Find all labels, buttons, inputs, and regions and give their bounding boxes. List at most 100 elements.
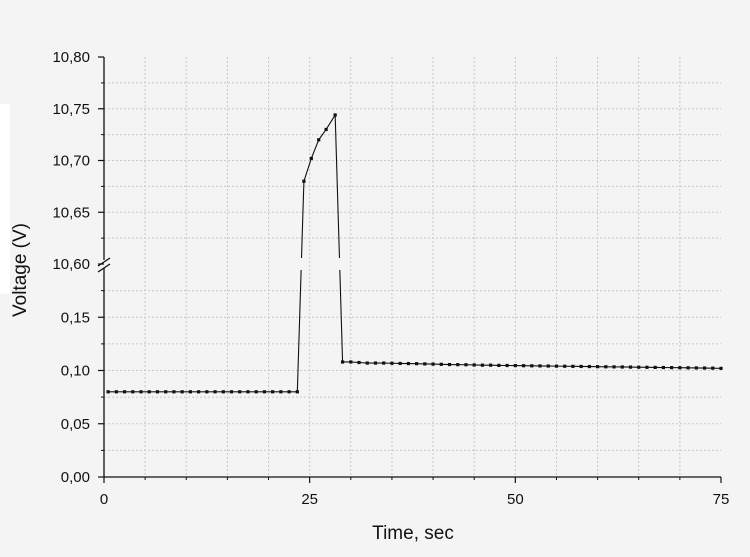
data-point (538, 364, 542, 368)
data-point (406, 361, 410, 366)
data-point (147, 390, 151, 394)
y-tick-label: 0,05 (61, 416, 90, 433)
data-point (661, 365, 666, 370)
axis-break-mark (97, 263, 111, 273)
data-point (678, 366, 682, 370)
data-point (365, 361, 369, 365)
data-point (620, 365, 624, 369)
data-point (271, 390, 275, 394)
data-point (546, 364, 550, 368)
data-point (587, 364, 591, 369)
data-point (340, 360, 345, 364)
data-point (497, 363, 501, 367)
data-point (554, 364, 559, 368)
data-point (317, 138, 321, 142)
y-tick-label: 0,00 (61, 469, 90, 486)
y-tick-label: 10,75 (52, 101, 90, 118)
data-point (563, 364, 567, 368)
data-point (205, 390, 209, 394)
data-point (513, 364, 517, 368)
data-point (686, 366, 690, 370)
data-point (164, 390, 168, 394)
data-point (456, 363, 460, 367)
y-tick-label: 10,65 (52, 204, 90, 221)
left-white-patch (0, 104, 10, 294)
data-point (612, 365, 616, 369)
data-point (155, 390, 160, 394)
data-point (423, 362, 427, 366)
data-point (287, 390, 291, 394)
data-point (279, 390, 283, 394)
data-point (131, 390, 135, 394)
axis-break-mark (97, 257, 111, 267)
y-axis-title: Voltage (V) (10, 223, 31, 317)
x-tick-label: 50 (507, 491, 524, 508)
data-point (349, 360, 353, 364)
data-point (530, 364, 534, 368)
x-axis-title: Time, sec (372, 523, 454, 544)
tick-marks (98, 56, 722, 483)
data-point (390, 361, 394, 365)
data-point (596, 365, 600, 369)
data-point (439, 362, 443, 366)
y-tick-label: 0,15 (61, 309, 90, 326)
data-point (302, 179, 306, 183)
data-point (489, 363, 493, 367)
data-point (122, 390, 127, 394)
data-point (694, 366, 698, 370)
data-point (213, 390, 217, 394)
y-tick-label: 0,10 (61, 363, 90, 380)
data-point (653, 365, 657, 370)
data-point (357, 360, 361, 365)
grid-lines (104, 57, 721, 477)
data-point (139, 390, 143, 394)
data-point (180, 390, 184, 394)
data-point (637, 365, 641, 369)
data-point (431, 362, 435, 366)
data-point (333, 113, 337, 117)
x-tick-label: 75 (713, 491, 730, 508)
y-tick-label: 10,60 (52, 256, 90, 273)
data-point (571, 364, 575, 368)
data-point (521, 364, 526, 368)
data-point (106, 390, 110, 394)
data-point (505, 363, 509, 368)
data-point (604, 365, 608, 369)
data-point (295, 390, 299, 394)
data-point (645, 365, 649, 369)
data-point (398, 361, 402, 366)
data-point (472, 363, 476, 367)
y-tick-label: 10,70 (52, 153, 90, 170)
data-point (480, 363, 485, 367)
data-point (229, 390, 234, 394)
data-point (114, 390, 118, 394)
data-point (246, 390, 250, 394)
data-point (415, 362, 419, 366)
data-point (382, 361, 386, 365)
data-point (628, 365, 633, 369)
data-point (238, 390, 242, 394)
data-point (670, 366, 674, 370)
data-point (221, 390, 225, 394)
data-point (719, 366, 723, 370)
data-point (254, 390, 258, 394)
x-tick-label: 25 (301, 491, 318, 508)
data-point (262, 390, 267, 394)
x-tick-label: 0 (100, 491, 108, 508)
axes (97, 57, 721, 478)
data-point (373, 361, 378, 365)
data-point (579, 364, 583, 369)
data-point (711, 366, 715, 370)
data-point (309, 156, 313, 161)
data-point (464, 363, 468, 367)
data-point (172, 390, 176, 394)
y-tick-label: 10,80 (52, 49, 90, 66)
data-series (106, 113, 723, 394)
data-point (324, 127, 328, 132)
data-point (447, 362, 452, 367)
data-point (197, 390, 201, 394)
tick-labels: 0 25 50 75 10,60 10,65 10,70 10,75 10,80 0,00 0,05… (52, 49, 729, 508)
data-point (702, 366, 707, 370)
